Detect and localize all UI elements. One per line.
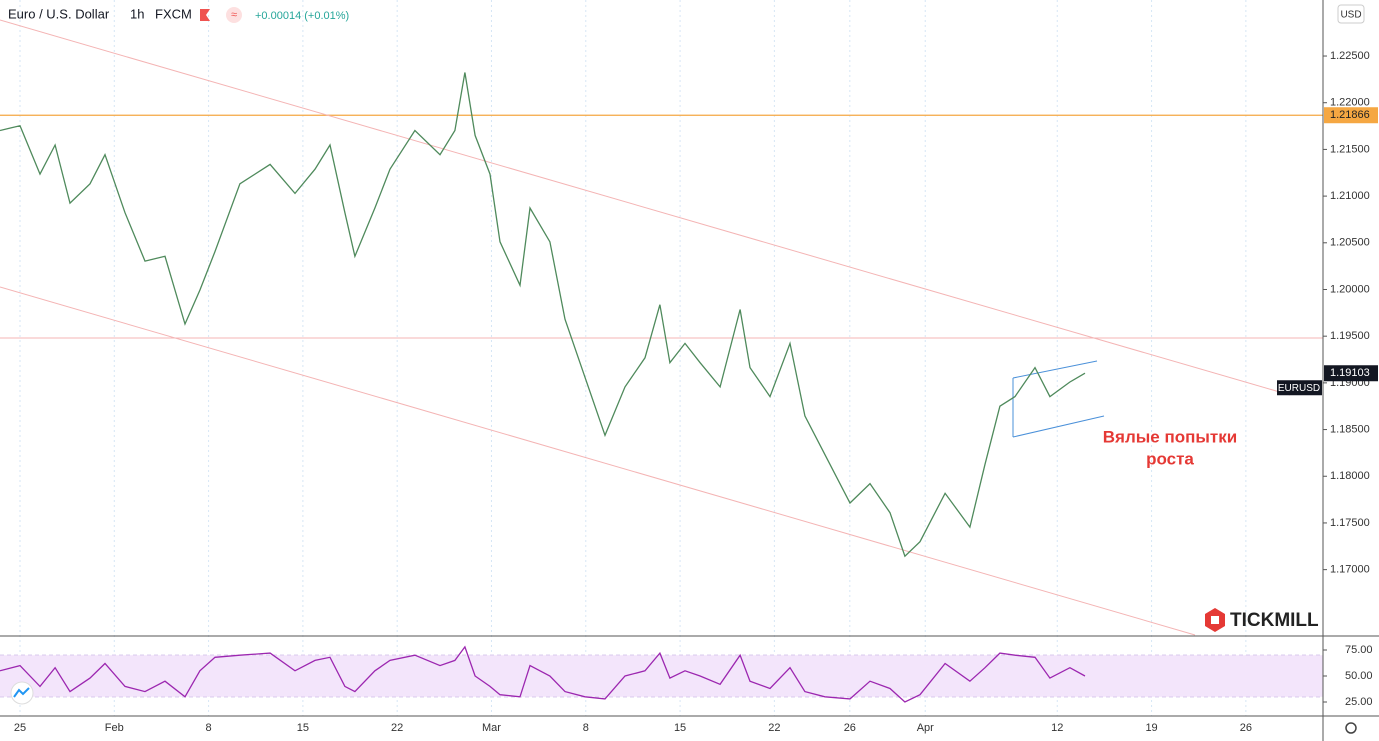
currency-button[interactable] bbox=[1337, 4, 1365, 24]
x-tick-label: 8 bbox=[583, 722, 589, 734]
x-tick-label: Mar bbox=[482, 722, 501, 734]
symbol-tag: EURUSD bbox=[1278, 383, 1320, 394]
currency: USD bbox=[1340, 10, 1361, 21]
y-tick-label: 1.17000 bbox=[1330, 564, 1370, 576]
compare-icon[interactable] bbox=[226, 7, 242, 23]
x-tick-label: Feb bbox=[105, 722, 124, 734]
source: FXCM bbox=[155, 6, 192, 21]
x-tick-label: 26 bbox=[1240, 722, 1252, 734]
y-tick-label: 1.22500 bbox=[1330, 50, 1370, 62]
y-tick-label: 50.00 bbox=[1345, 670, 1373, 682]
rsi-band-bg bbox=[0, 655, 1323, 697]
y-tick-label: 1.20000 bbox=[1330, 283, 1370, 295]
x-tick-label: 25 bbox=[14, 722, 26, 734]
y-tick-label: 1.21000 bbox=[1330, 190, 1370, 202]
x-tick-label: Apr bbox=[917, 722, 934, 734]
symbol-tag-box bbox=[1277, 380, 1322, 396]
change: +0.00014 (+0.01%) bbox=[255, 10, 349, 22]
x-tick-label: 22 bbox=[391, 722, 403, 734]
interval: 1h bbox=[130, 6, 144, 21]
y-tick-label: 1.17500 bbox=[1330, 517, 1370, 529]
last-price-box bbox=[1324, 365, 1378, 382]
x-tick-label: 26 bbox=[844, 722, 856, 734]
plot bbox=[0, 72, 1086, 703]
y-tick-label: 25.00 bbox=[1345, 696, 1373, 708]
y-tick-label: 1.18500 bbox=[1330, 423, 1370, 435]
x-tick-label: 8 bbox=[206, 722, 212, 734]
y-tick-label: 75.00 bbox=[1345, 644, 1373, 656]
tv-icon bbox=[13, 687, 30, 698]
settings-icon[interactable] bbox=[1345, 722, 1357, 734]
series-line bbox=[0, 72, 1086, 558]
symbol: Euro / U.S. Dollar bbox=[8, 6, 110, 21]
trend-line bbox=[0, 19, 1291, 396]
x-tick-label: 12 bbox=[1051, 722, 1063, 734]
flag-icon[interactable] bbox=[200, 9, 210, 21]
annotation: Вялые попытки bbox=[1103, 427, 1237, 446]
logo: TICKMILL bbox=[1230, 610, 1319, 631]
y-tick-label: 1.19500 bbox=[1330, 330, 1370, 342]
x-tick-label: 22 bbox=[768, 722, 780, 734]
logo-icon bbox=[1211, 616, 1219, 624]
series-line bbox=[0, 645, 1086, 703]
x-tick-label: 15 bbox=[674, 722, 686, 734]
x-tick-label: 19 bbox=[1145, 722, 1157, 734]
y-tick-label: 1.22000 bbox=[1330, 97, 1370, 109]
channel-line bbox=[1012, 360, 1098, 379]
annotation: роста bbox=[1146, 449, 1194, 468]
last-price-label: 1.19103 bbox=[1330, 367, 1370, 379]
price-level-box bbox=[1324, 107, 1378, 124]
trend-line bbox=[0, 286, 1196, 636]
x-tick-label: 15 bbox=[297, 722, 309, 734]
price-level-label: 1.21866 bbox=[1330, 109, 1370, 121]
y-tick-label: 1.18000 bbox=[1330, 470, 1370, 482]
axes: 25 Feb 8 15 22 Mar 8 15 22 26 Apr 12 19 26 1.17000 1.17… bbox=[14, 50, 1378, 734]
y-tick-label: 1.21500 bbox=[1330, 143, 1370, 155]
y-tick-label: 1.20500 bbox=[1330, 237, 1370, 249]
compare-symbol: ≈ bbox=[231, 9, 237, 21]
channel-line bbox=[1012, 415, 1105, 438]
